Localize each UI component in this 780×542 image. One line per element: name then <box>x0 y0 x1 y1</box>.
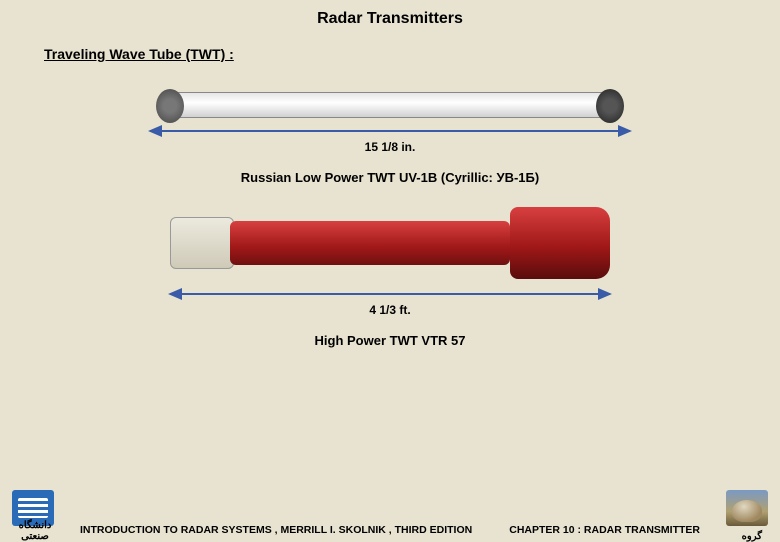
twt-red-illustration <box>170 203 610 281</box>
figure-2: 4 1/3 ft. High Power TWT VTR 57 <box>150 203 630 348</box>
dimension-arrow-2 <box>150 287 630 301</box>
dimension-label-1: 15 1/8 in. <box>150 140 630 154</box>
footer-chapter: CHAPTER 10 : RADAR TRANSMITTER <box>509 524 700 536</box>
footer-book: INTRODUCTION TO RADAR SYSTEMS , MERRILL … <box>80 524 472 536</box>
footer: دانشگاه صنعتی گروه INTRODUCTION TO RADAR… <box>0 484 780 540</box>
footer-citation: INTRODUCTION TO RADAR SYSTEMS , MERRILL … <box>80 524 700 536</box>
figure-1: 15 1/8 in. Russian Low Power TWT UV-1B (… <box>150 92 630 185</box>
figure-1-caption: Russian Low Power TWT UV-1B (Cyrillic: У… <box>150 170 630 185</box>
dish-antenna-icon <box>726 490 768 526</box>
dimension-label-2: 4 1/3 ft. <box>150 303 630 317</box>
twt-thin-illustration <box>175 92 605 118</box>
page-title: Radar Transmitters <box>0 0 780 28</box>
figure-2-caption: High Power TWT VTR 57 <box>150 333 630 348</box>
section-subtitle: Traveling Wave Tube (TWT) : <box>0 28 780 62</box>
group-label: گروه <box>742 531 762 542</box>
dimension-arrow-1 <box>150 124 630 138</box>
university-label: دانشگاه صنعتی <box>4 520 66 542</box>
